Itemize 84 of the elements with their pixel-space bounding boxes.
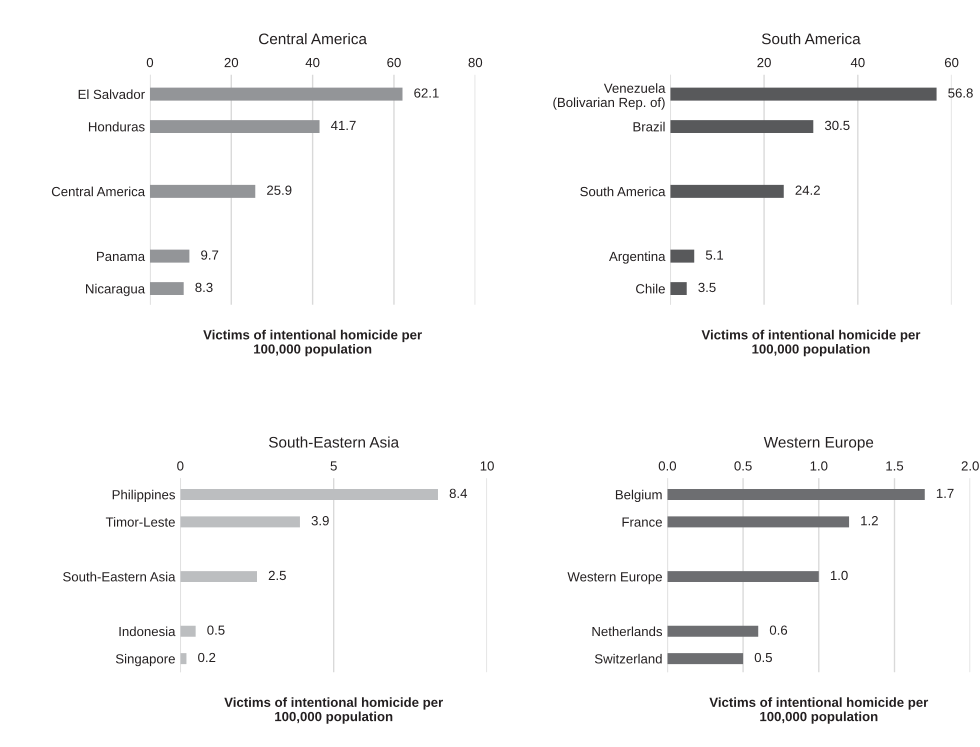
x-axis-title: Victims of intentional homicide per 100,000 population — [224, 697, 443, 724]
data-label: 0.2 — [198, 652, 216, 662]
y-tick-label: Timor-Leste — [106, 517, 175, 527]
bar — [180, 653, 186, 664]
data-label: 25.9 — [267, 186, 292, 195]
x-tick-label: 80 — [468, 58, 482, 68]
x-tick-label: 5 — [330, 461, 337, 471]
x-tick-label: 40 — [306, 58, 320, 68]
y-tick-label: Belgium — [616, 490, 662, 502]
y-tick-label: Argentina — [609, 251, 666, 264]
data-label: 8.3 — [195, 282, 213, 292]
bar — [150, 184, 256, 198]
data-label: 8.4 — [450, 488, 468, 498]
data-label: 0.6 — [770, 625, 788, 635]
y-tick-label: Singapore — [116, 654, 175, 666]
bar — [150, 282, 184, 296]
y-tick-label: Central America — [52, 186, 146, 196]
data-label: 56.8 — [948, 88, 973, 98]
x-tick-label: 10 — [480, 461, 494, 471]
bar — [667, 516, 850, 528]
bar — [667, 626, 758, 637]
bar — [670, 282, 687, 296]
bar — [150, 88, 402, 101]
y-tick-label: Western Europe — [567, 572, 662, 584]
bar — [150, 120, 320, 134]
y-tick-label: Indonesia — [119, 626, 176, 636]
x-tick-label: 0 — [177, 461, 184, 471]
data-label: 2.5 — [268, 570, 286, 580]
data-label: 5.1 — [706, 250, 724, 260]
data-label: 1.2 — [861, 516, 878, 526]
data-label: 0.5 — [754, 652, 772, 662]
y-tick-label: El Salvador — [78, 89, 145, 100]
x-axis-title: Victims of intentional homicide per 100,000 population — [203, 330, 422, 356]
x-tick-label: 20 — [757, 58, 771, 68]
y-tick-label: Venezuela (Bolivarian Rep. of) — [553, 83, 666, 110]
y-tick-label: Switzerland — [594, 654, 662, 664]
bar — [180, 516, 300, 528]
chart-title: South-Eastern Asia — [268, 436, 400, 448]
data-label: 41.7 — [330, 120, 356, 130]
x-tick-label: 60 — [944, 58, 958, 68]
chart-title: South America — [762, 33, 861, 44]
x-tick-label: 2.0 — [962, 461, 979, 471]
bar — [180, 626, 196, 637]
data-label: 1.7 — [936, 488, 954, 498]
x-axis-title: Victims of intentional homicide per 100,000 population — [702, 330, 920, 356]
bar — [670, 184, 784, 198]
bar — [670, 250, 694, 263]
data-label: 30.5 — [824, 120, 850, 130]
y-tick-label: South-Eastern Asia — [63, 572, 176, 582]
data-label: 24.2 — [796, 186, 820, 195]
bar — [670, 120, 814, 134]
x-tick-label: 0.5 — [734, 461, 752, 471]
chart-title: Central America — [259, 33, 367, 44]
bar — [180, 571, 258, 582]
x-tick-label: 60 — [387, 58, 401, 68]
bar — [150, 250, 190, 263]
chart-title: Western Europe — [764, 437, 874, 451]
bar — [670, 88, 937, 101]
data-label: 0.5 — [207, 625, 225, 635]
data-label: 62.1 — [414, 88, 439, 98]
y-tick-label: Philippines — [112, 490, 175, 502]
bar — [180, 489, 438, 500]
x-tick-label: 20 — [224, 58, 238, 68]
y-tick-label: Chile — [636, 284, 665, 294]
y-tick-label: France — [622, 518, 662, 527]
x-tick-label: 0.0 — [658, 461, 676, 471]
x-tick-label: 40 — [850, 58, 865, 68]
y-tick-label: Netherlands — [592, 626, 662, 636]
data-label: 3.9 — [312, 516, 329, 526]
x-tick-label: 1.0 — [810, 461, 828, 471]
y-tick-label: Panama — [97, 252, 146, 262]
y-tick-label: Honduras — [88, 122, 145, 132]
x-tick-label: 1.5 — [886, 461, 904, 471]
bar — [667, 653, 744, 664]
data-label: 1.0 — [830, 570, 848, 580]
data-label: 9.7 — [201, 250, 218, 260]
y-tick-label: South America — [580, 186, 666, 196]
bar — [667, 571, 819, 582]
y-tick-label: Brazil — [634, 122, 665, 132]
y-tick-label: Nicaragua — [86, 284, 146, 296]
x-tick-label: 0 — [146, 58, 154, 68]
bar — [667, 489, 925, 500]
x-axis-title: Victims of intentional homicide per 100,000 population — [709, 697, 928, 724]
data-label: 3.5 — [698, 282, 716, 292]
